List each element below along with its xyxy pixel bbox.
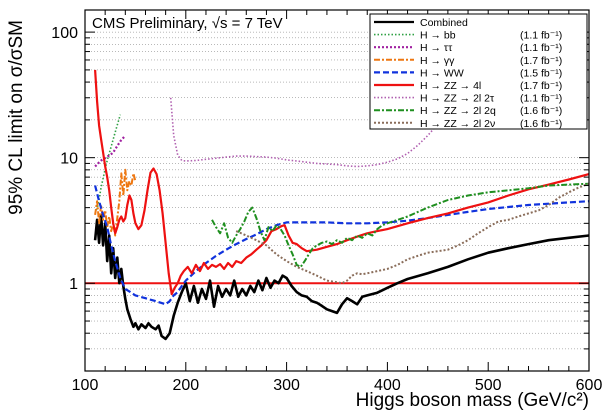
- legend-lumi-7: (1.6 fb⁻¹): [520, 105, 562, 117]
- x-tick-label: 600: [576, 377, 603, 394]
- legend-lumi-6: (1.1 fb⁻¹): [520, 93, 562, 105]
- legend-label-8: H → ZZ → 2l 2ν: [420, 118, 495, 130]
- legend-label-4: H → WW: [420, 67, 464, 79]
- series-line-8: [235, 182, 590, 285]
- x-tick-label: 400: [374, 377, 401, 394]
- legend-lumi-3: (1.7 fb⁻¹): [520, 55, 562, 67]
- legend-label-1: H → bb: [420, 30, 456, 42]
- series-line-0: [93, 213, 590, 341]
- series-line-4: [94, 185, 590, 306]
- legend-lumi-2: (1.1 fb⁻¹): [520, 42, 562, 54]
- x-tick-label: 500: [475, 377, 502, 394]
- x-axis-title: Higgs boson mass (GeV/c²): [356, 390, 589, 411]
- y-tick-label: 10: [60, 151, 78, 168]
- y-tick-label: 1: [69, 276, 78, 293]
- x-tick-label: 200: [172, 377, 199, 394]
- tick-labels: 100 200 300 400 500 600 1 10 100: [51, 25, 602, 394]
- legend-lumi-5: (1.7 fb⁻¹): [520, 80, 562, 92]
- y-tick-label: 100: [51, 25, 78, 42]
- legend-label-2: H → ττ: [420, 42, 453, 54]
- x-tick-label: 100: [72, 377, 99, 394]
- y-axis-title: 95% CL limit on σ/σSM: [6, 20, 27, 215]
- legend-label-5: H → ZZ → 4l: [420, 80, 481, 92]
- series-line-6: [169, 97, 454, 168]
- legend-label-3: H → γγ: [420, 55, 455, 67]
- legend-lumi-1: (1.1 fb⁻¹): [520, 30, 562, 42]
- legend-label-6: H → ZZ → 2l 2τ: [420, 93, 495, 105]
- legend-lumi-4: (1.5 fb⁻¹): [520, 67, 562, 79]
- series-layer: [93, 69, 590, 341]
- legend-lumi-8: (1.6 fb⁻¹): [520, 118, 562, 130]
- series-line-2: [94, 134, 127, 168]
- legend-label-7: H → ZZ → 2l 2q: [420, 105, 496, 117]
- x-tick-label: 300: [273, 377, 300, 394]
- legend-label-0: Combined: [420, 17, 468, 29]
- series-line-7: [211, 182, 590, 268]
- plot-frame: [84, 9, 590, 372]
- experiment-annotation: CMS Preliminary, √s = 7 TeV: [92, 15, 283, 32]
- series-line-3: [94, 168, 137, 237]
